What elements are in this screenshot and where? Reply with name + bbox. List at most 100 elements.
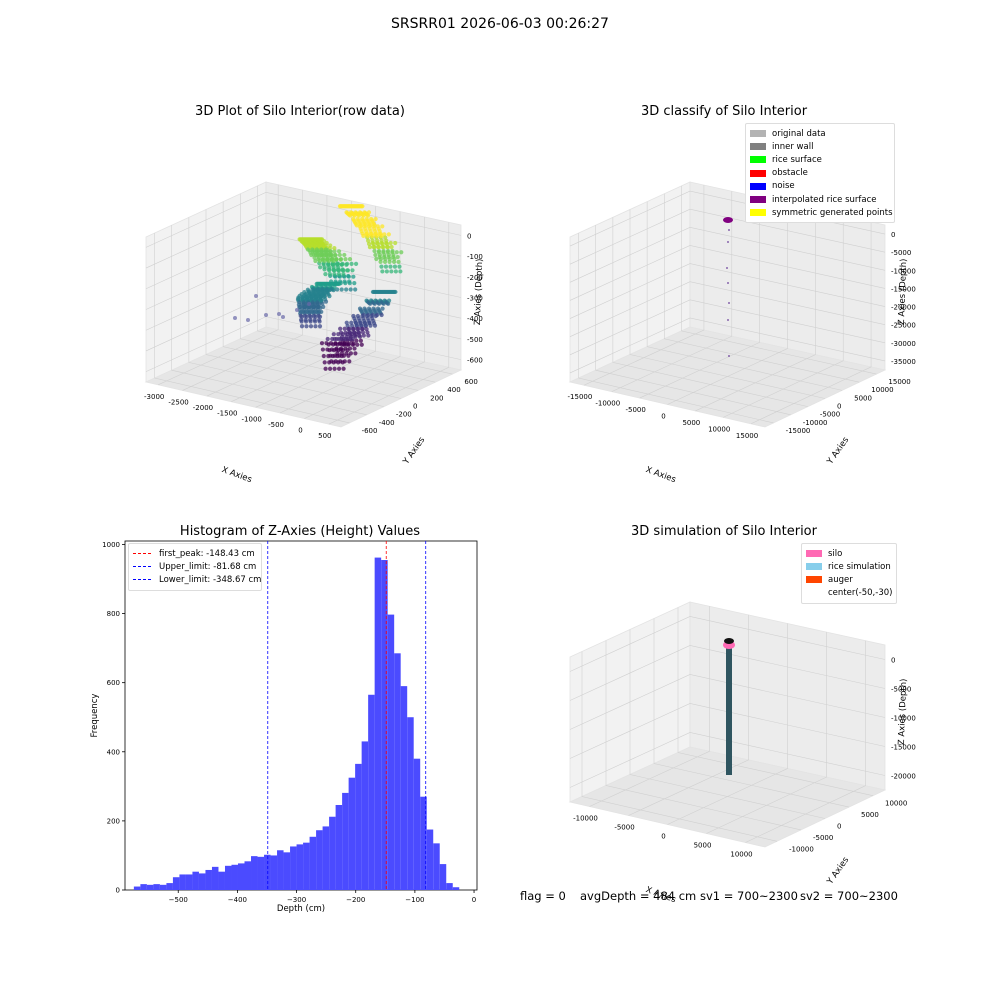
raw-outlier-point [307,302,311,306]
x-tick-label: 0 [661,833,665,841]
y-tick-label: -10000 [789,845,814,853]
raw-point [327,272,332,277]
legend-line-upper-limit [133,566,151,568]
y-tick-label: 400 [447,386,460,394]
raw-point [336,272,341,277]
raw-point [304,324,309,329]
histogram-bar [426,829,434,890]
raw-panel-title: 3D Plot of Silo Interior(row data) [195,104,405,119]
raw-point [308,319,313,324]
raw-point [299,319,304,324]
raw-point [393,240,398,246]
histogram-bar [198,873,206,890]
x-gridline [706,632,827,834]
legend-swatch [750,182,766,190]
classify-plot-axes: -15000-10000-5000050001000015000-15000-1… [568,181,916,485]
y-tick-label: 400 [107,748,120,756]
raw-point [366,238,371,243]
raw-point [339,262,344,267]
histogram-bar [211,866,219,890]
y-tick-label: 200 [430,394,443,402]
x-tick-label: 5000 [694,842,712,850]
histogram-bar [374,557,382,890]
y-tick-label: -5000 [820,411,840,419]
histogram-bar [205,869,212,890]
legend-label: interpolated rice surface [772,194,877,205]
legend-label: first_peak: -148.43 cm [159,548,255,559]
z-gridline [145,274,462,331]
raw-point [366,213,371,218]
x-gridline [667,623,788,825]
x-gridline [639,197,760,399]
z-tick-label: -15000 [891,744,916,752]
figure-title: SRSRR01 2026-06-03 00:26:27 [391,16,609,32]
x-gridline [628,614,749,816]
z-tick-label: 0 [467,232,471,240]
histogram-bar [257,856,265,890]
raw-point [375,238,380,243]
raw-point [397,264,402,269]
raw-point [324,241,329,246]
raw-point [381,245,386,250]
legend-label: symmetric generated points [772,207,893,218]
z-gridline [145,192,462,248]
raw-point [351,274,356,279]
y-tick-label: 0 [116,887,120,895]
raw-point [313,258,318,264]
raw-point [335,287,340,292]
raw-point [313,324,318,329]
x-axis-label: X Axies [644,465,677,485]
x-tick-label: 5000 [682,419,700,427]
raw-point [325,347,330,352]
raw-point [377,252,383,258]
y-axis-label: Frequency [90,694,100,738]
raw-point [324,341,329,346]
raw-point [360,330,366,335]
raw-outlier-point [233,316,237,320]
legend-swatch [750,196,766,204]
z-tick-label: -20000 [891,304,916,312]
auger-top-marker [724,638,734,644]
raw-point [376,245,382,250]
raw-point [362,320,367,325]
raw-point [334,336,339,342]
raw-point [321,242,326,247]
x-gridline [723,215,844,418]
raw-point [390,248,395,254]
histogram-title: Histogram of Z-Axies (Height) Values [179,524,421,539]
x-gridline [304,216,425,419]
y-tick-label: 15000 [888,378,910,386]
raw-point [372,323,378,328]
z-tick-label: -5000 [891,686,911,694]
raw-point [340,360,345,365]
histogram-bar [244,861,252,890]
histogram-bar [452,887,460,890]
raw-point [339,336,344,342]
classify-panel-title: 3D classify of Silo Interior [640,104,808,119]
y-gridline [629,629,826,819]
histogram-bar [224,865,232,890]
x-tick-label: 10000 [730,851,752,859]
raw-point [379,264,384,269]
raw-point [384,241,390,247]
raw-point [343,336,348,342]
raw-point [380,241,385,247]
raw-point [370,238,375,243]
legend-label: auger [828,574,853,585]
raw-outlier-point [254,294,258,298]
z-gridline [569,245,886,301]
histogram-bar [192,871,199,890]
raw-point [355,342,360,347]
raw-point [349,320,354,325]
raw-point [343,257,348,262]
histogram-bar [159,884,167,890]
raw-point [342,252,347,258]
raw-point [373,252,378,258]
legend-label: Upper_limit: -81.68 cm [159,561,257,572]
raw-point [333,253,338,258]
raw-point [308,314,314,319]
raw-point [345,268,350,273]
raw-point [330,353,335,359]
y-gridline [581,651,778,842]
y-gridline [612,217,808,407]
